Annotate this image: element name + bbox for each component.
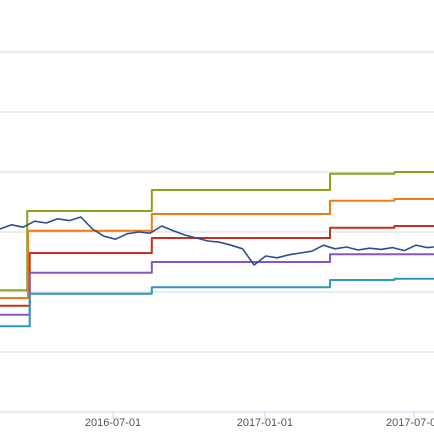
plot [0, 171, 434, 328]
x-axis: 2016-07-01 2017-01-01 2017-07-01 [85, 412, 434, 429]
series-line [0, 198, 434, 299]
series-line [0, 216, 434, 266]
series-line [0, 277, 434, 328]
series-line [0, 253, 434, 316]
grid [0, 51, 434, 413]
x-tick-label: 2017-07-01 [386, 417, 434, 429]
x-tick-label: 2016-07-01 [85, 417, 141, 429]
x-tick-label: 2017-01-01 [237, 417, 293, 429]
